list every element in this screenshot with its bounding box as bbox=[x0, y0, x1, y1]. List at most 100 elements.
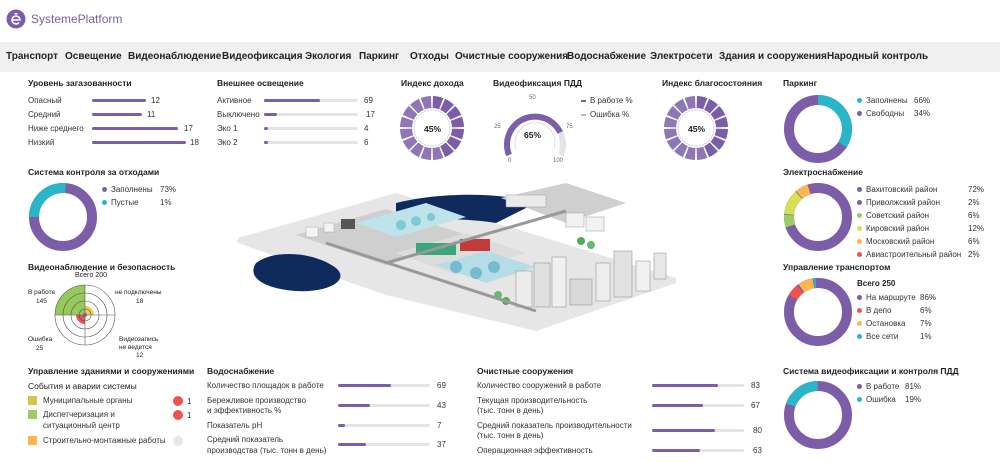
nav-transport[interactable]: Транспорт bbox=[6, 51, 59, 62]
nav-lighting[interactable]: Освещение bbox=[65, 51, 122, 62]
nav-video-surveillance[interactable]: Видеонаблюдение bbox=[128, 51, 222, 62]
gauge-segment bbox=[674, 142, 688, 158]
pdd-legend-item: В работе % bbox=[581, 96, 633, 105]
main-nav: Транспорт Освещение Видеонаблюдение Виде… bbox=[0, 42, 1000, 72]
power-legend-value: 2% bbox=[968, 250, 980, 259]
city-illustration bbox=[236, 183, 676, 331]
cameras-legend-value: 19% bbox=[905, 395, 922, 404]
alert-indicator[interactable] bbox=[173, 436, 183, 446]
pollution-bar bbox=[92, 127, 178, 130]
power-legend-item: Приволжский район bbox=[857, 198, 940, 207]
transport-legend-label: В депо bbox=[866, 306, 892, 315]
wellbeing-value: 45% bbox=[688, 124, 706, 134]
gauge-segment bbox=[402, 106, 418, 120]
nav-treatment[interactable]: Очистные сооружения bbox=[455, 51, 569, 62]
parking-legend-item: Свободны bbox=[857, 109, 904, 118]
pdd-tick: 100 bbox=[553, 158, 564, 164]
transport-legend-label: Все сети bbox=[866, 332, 899, 341]
waste-legend-item: Пустые bbox=[102, 198, 139, 207]
parking-free-segment bbox=[784, 95, 852, 163]
treatment-row-label-2: (тыс. тонн в день) bbox=[477, 406, 544, 415]
cameras-legend-item: Ошибка bbox=[857, 395, 896, 404]
buildings-subtitle: События и аварии системы bbox=[28, 381, 137, 391]
pollution-value: 11 bbox=[147, 110, 156, 119]
water-row-label: Бережливое производство bbox=[207, 396, 307, 405]
gauge-segment bbox=[446, 136, 462, 150]
video-radar bbox=[54, 284, 116, 346]
gauge-segment bbox=[696, 146, 708, 160]
alert-indicator[interactable] bbox=[173, 410, 183, 420]
lighting-label: Выключено bbox=[217, 110, 260, 119]
cameras-legend-label: В работе bbox=[866, 382, 900, 391]
treatment-row-bar bbox=[652, 384, 744, 387]
gauge-segment bbox=[710, 106, 726, 120]
power-legend-value: 2% bbox=[968, 198, 980, 207]
gauge-segment bbox=[710, 136, 726, 150]
logo-icon[interactable] bbox=[6, 9, 26, 29]
video-working-label: В работе bbox=[28, 289, 56, 296]
lighting-bar bbox=[264, 141, 358, 144]
pollution-label: Средний bbox=[28, 110, 61, 119]
nav-video-fixation[interactable]: Видеофиксация bbox=[222, 51, 303, 62]
pdd-legend-item: Ошибка % bbox=[581, 110, 629, 119]
brand-name[interactable]: SystemePlatform bbox=[31, 12, 123, 26]
nav-parking[interactable]: Паркинг bbox=[359, 51, 400, 62]
pdd-tick: 25 bbox=[494, 124, 501, 130]
transport-title: Управление транспортом bbox=[783, 262, 891, 272]
waste-donut bbox=[29, 183, 97, 251]
gauge-segment bbox=[450, 116, 464, 128]
nav-water[interactable]: Водоснабжение bbox=[567, 51, 646, 62]
power-legend-label: Московский район bbox=[866, 237, 935, 246]
nav-ecology[interactable]: Экология bbox=[305, 51, 352, 62]
nav-waste[interactable]: Отходы bbox=[410, 51, 449, 62]
power-legend-item: Авиастроительный район bbox=[857, 250, 961, 259]
transport-legend-label: Остановка bbox=[866, 319, 906, 328]
gauge-segment bbox=[666, 106, 682, 120]
transport-donut bbox=[784, 278, 852, 346]
income-gauge bbox=[400, 96, 464, 160]
gauge-segment bbox=[410, 98, 424, 114]
alert-indicator[interactable] bbox=[173, 396, 183, 406]
pollution-title: Уровень загазованности bbox=[28, 78, 132, 88]
lighting-value: 6 bbox=[364, 138, 369, 147]
buildings-row: Диспетчеризация и bbox=[28, 410, 115, 420]
nav-buildings[interactable]: Здания и сооружения bbox=[719, 51, 827, 62]
power-legend-label: Авиастроительный район bbox=[866, 250, 962, 259]
gauge-segment bbox=[704, 142, 718, 158]
lighting-bar bbox=[264, 113, 358, 116]
pollution-value: 12 bbox=[151, 96, 160, 105]
gauge-segment bbox=[400, 128, 414, 140]
transport-legend-item: В депо bbox=[857, 306, 891, 315]
pollution-bar bbox=[92, 141, 186, 144]
gauge-segment bbox=[450, 128, 464, 140]
water-row-bar bbox=[338, 424, 430, 427]
pollution-value: 17 bbox=[184, 124, 193, 133]
power-legend-value: 6% bbox=[968, 237, 980, 246]
lighting-label: Эко 2 bbox=[217, 138, 238, 147]
parking-legend-label: Свободны bbox=[866, 109, 905, 118]
wellbeing-gauge bbox=[664, 96, 728, 160]
parking-donut bbox=[784, 95, 852, 163]
power-legend-item: Кировский район bbox=[857, 224, 929, 233]
power-legend-label: Приволжский район bbox=[866, 198, 941, 207]
pollution-label: Опасный bbox=[28, 96, 62, 105]
pdd-tick: 75 bbox=[566, 124, 573, 130]
treatment-row-label: Количество сооружений в работе bbox=[477, 381, 602, 390]
waste-legend-item: Заполнены bbox=[102, 185, 153, 194]
water-row-value: 43 bbox=[437, 401, 446, 410]
power-legend-label: Кировский район bbox=[866, 224, 930, 233]
water-row-bar bbox=[338, 384, 430, 387]
power-legend-item: Вахитовский район bbox=[857, 185, 937, 194]
video-working-value: 145 bbox=[36, 298, 47, 305]
transport-legend-item: На маршруте bbox=[857, 293, 916, 302]
income-title: Индекс дохода bbox=[401, 78, 464, 88]
nav-citizen-control[interactable]: Народный контроль bbox=[827, 51, 929, 62]
gauge-segment bbox=[400, 116, 414, 128]
transport-legend-value: 7% bbox=[920, 319, 932, 328]
transport-legend-value: 6% bbox=[920, 306, 932, 315]
video-norec-value: 12 bbox=[136, 352, 144, 359]
video-norec-label: Видеозапись bbox=[119, 336, 159, 343]
power-legend-item: Советский район bbox=[857, 211, 929, 220]
pdd-legend-label: Ошибка % bbox=[590, 110, 630, 119]
nav-power[interactable]: Электросети bbox=[650, 51, 713, 62]
